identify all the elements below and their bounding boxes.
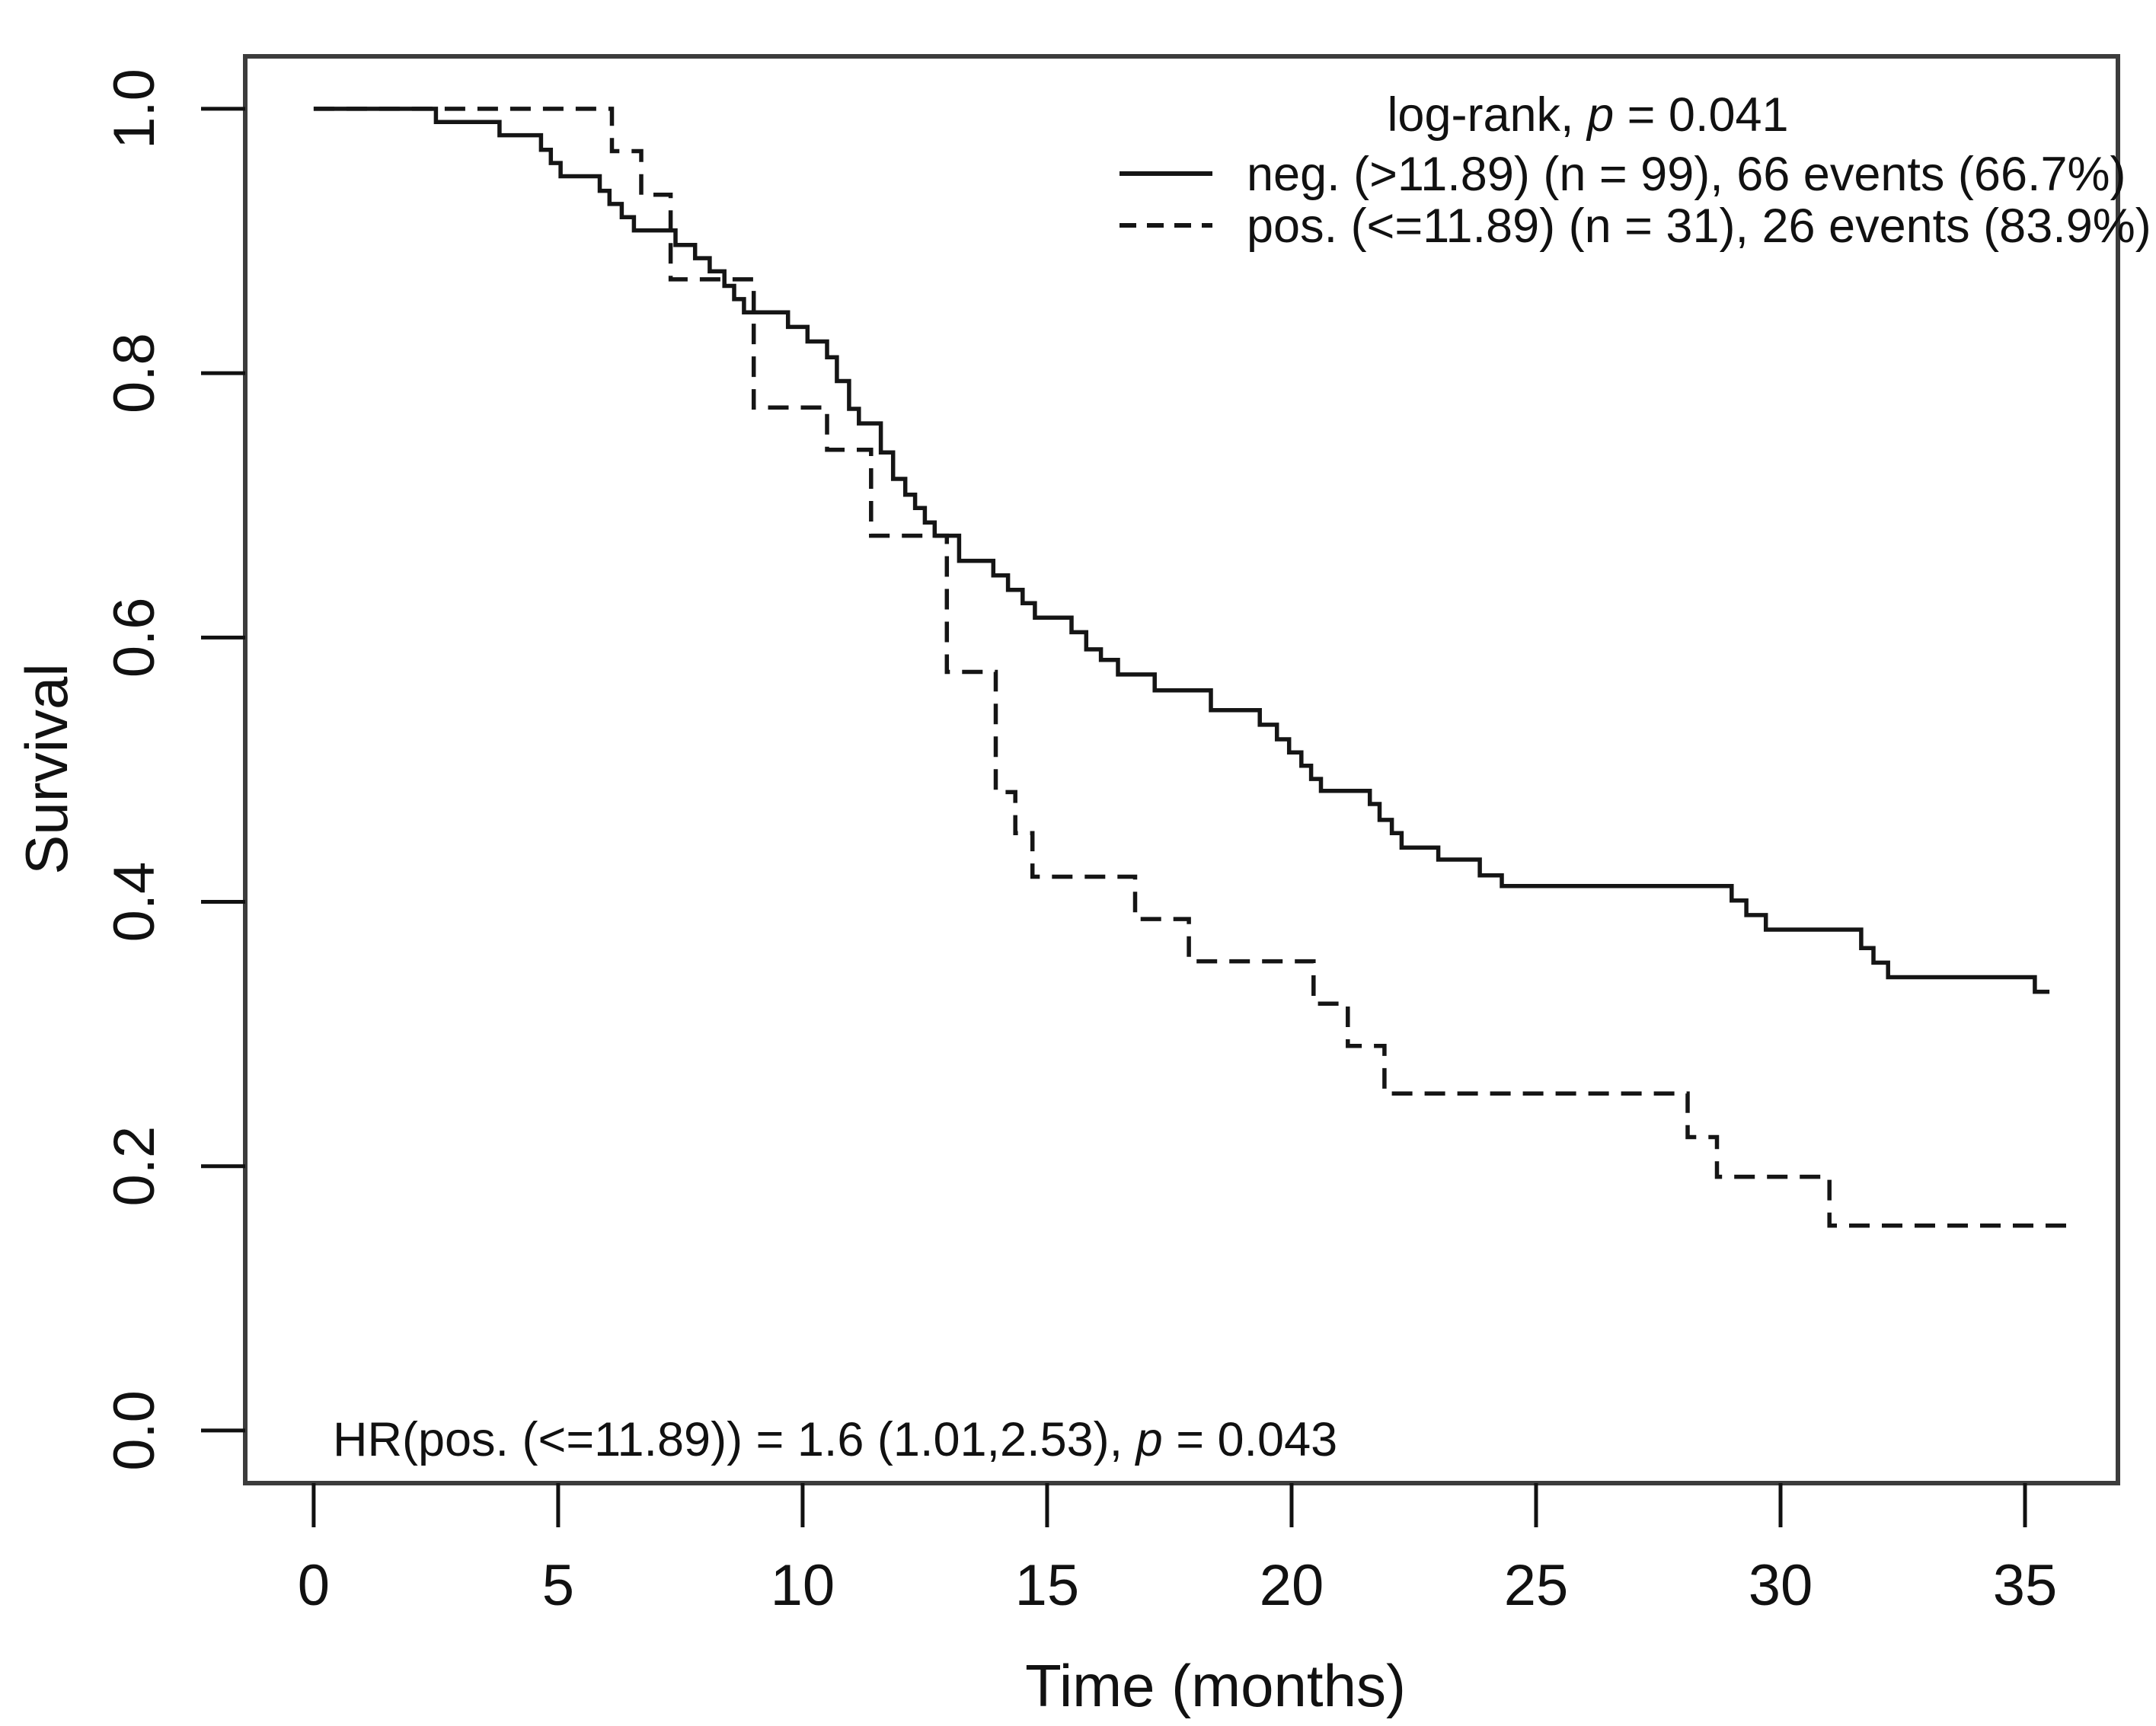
- legend: log-rank, p = 0.041 neg. (>11.89) (n = 9…: [1120, 88, 2151, 253]
- x-tick-label: 0: [298, 1553, 330, 1618]
- x-tick-label: 5: [542, 1553, 574, 1618]
- x-tick-label: 20: [1260, 1553, 1324, 1618]
- km-curve-pos: [313, 107, 2069, 1228]
- plot-frame: [243, 54, 2120, 1485]
- x-axis-title: Time (months): [1025, 1652, 1406, 1719]
- y-tick-label: 0.6: [102, 597, 167, 678]
- x-tick-label: 25: [1504, 1553, 1569, 1618]
- hazard-ratio-annotation: HR(pos. (<=11.89)) = 1.6 (1.01,2.53), p …: [333, 1413, 1337, 1466]
- legend-label-neg: neg. (>11.89) (n = 99), 66 events (66.7%…: [1247, 148, 2126, 201]
- y-axis-title: Survival: [13, 663, 80, 874]
- km-curve-neg: [313, 107, 2050, 994]
- y-tick-label: 1.0: [102, 69, 167, 149]
- x-tick-label: 35: [1993, 1553, 2058, 1618]
- x-tick-label: 15: [1015, 1553, 1080, 1618]
- y-axis-ticks: 0.0 0.2 0.4 0.6 0.8 1.0: [102, 69, 245, 1471]
- y-tick-label: 0.0: [102, 1390, 167, 1471]
- x-axis-ticks: 0 5 10 15 20 25 30 35: [298, 1483, 2058, 1618]
- y-tick-label: 0.8: [102, 333, 167, 413]
- x-tick-label: 30: [1749, 1553, 1813, 1618]
- logrank-p-label: log-rank, p = 0.041: [1387, 88, 1788, 142]
- legend-label-pos: pos. (<=11.89) (n = 31), 26 events (83.9…: [1247, 199, 2151, 253]
- y-tick-label: 0.2: [102, 1126, 167, 1207]
- y-tick-label: 0.4: [102, 862, 167, 943]
- x-tick-label: 10: [771, 1553, 835, 1618]
- survival-curves: [313, 107, 2069, 1228]
